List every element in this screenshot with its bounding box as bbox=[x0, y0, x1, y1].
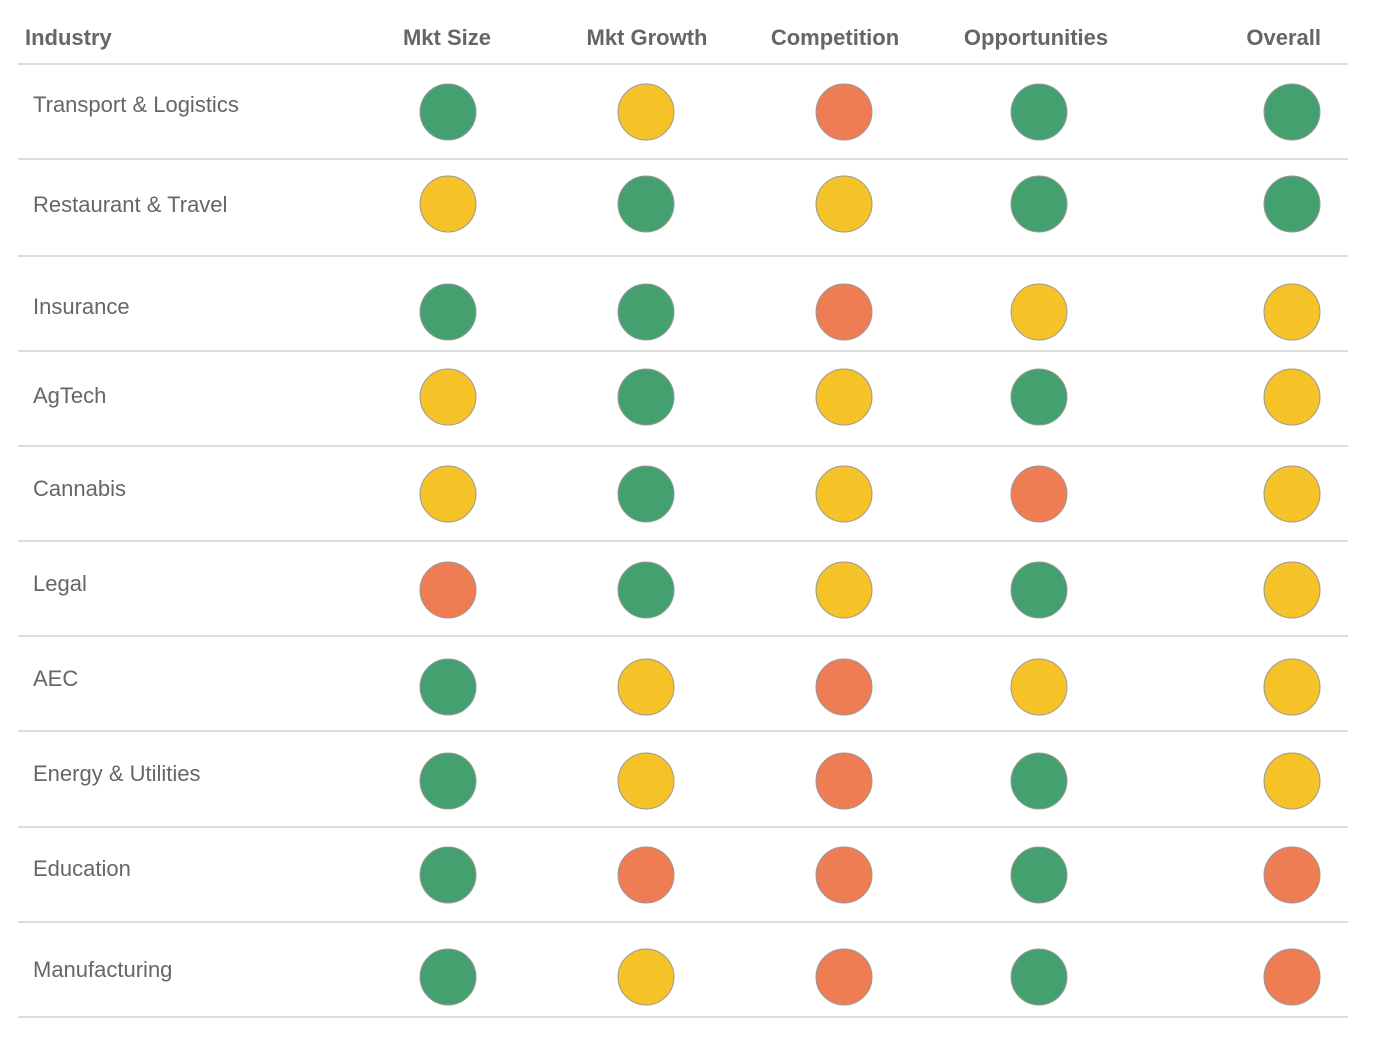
rating-dot bbox=[815, 658, 873, 716]
rating-dot bbox=[1010, 561, 1068, 619]
column-header: Mkt Growth bbox=[587, 25, 708, 50]
rating-dot bbox=[1010, 846, 1068, 904]
rating-dot bbox=[1263, 752, 1321, 810]
industry-label: AEC bbox=[33, 666, 78, 691]
rating-dot bbox=[1010, 283, 1068, 341]
rating-dot bbox=[1010, 465, 1068, 523]
rating-dot bbox=[1263, 175, 1321, 233]
rating-dot bbox=[815, 368, 873, 426]
rating-dot bbox=[617, 658, 675, 716]
rating-dot bbox=[1010, 752, 1068, 810]
rating-dot bbox=[617, 561, 675, 619]
rating-dot bbox=[1263, 846, 1321, 904]
rating-dot bbox=[617, 368, 675, 426]
rating-dot bbox=[1263, 465, 1321, 523]
rating-dot bbox=[1263, 561, 1321, 619]
rating-dot bbox=[815, 283, 873, 341]
industry-label: Energy & Utilities bbox=[33, 761, 201, 786]
industry-label: Insurance bbox=[33, 294, 130, 319]
rating-dot bbox=[1010, 948, 1068, 1006]
industry-label: Transport & Logistics bbox=[33, 92, 239, 117]
rating-dot bbox=[419, 561, 477, 619]
rating-dot bbox=[815, 561, 873, 619]
rating-dot bbox=[419, 83, 477, 141]
column-header: Overall bbox=[1246, 25, 1321, 50]
rating-dot bbox=[1263, 658, 1321, 716]
rating-dot bbox=[1263, 368, 1321, 426]
column-header: Mkt Size bbox=[403, 25, 491, 50]
rating-dot bbox=[419, 465, 477, 523]
rating-dot bbox=[419, 658, 477, 716]
rating-dot bbox=[419, 283, 477, 341]
rating-dot bbox=[1010, 658, 1068, 716]
industry-label: Education bbox=[33, 856, 131, 881]
rating-dot bbox=[1263, 283, 1321, 341]
rating-dot bbox=[419, 846, 477, 904]
rating-dot bbox=[617, 175, 675, 233]
rating-dot bbox=[617, 846, 675, 904]
rating-dot bbox=[419, 948, 477, 1006]
rating-dot bbox=[617, 465, 675, 523]
rating-dot bbox=[419, 368, 477, 426]
rating-dot bbox=[617, 83, 675, 141]
rating-dot bbox=[1263, 83, 1321, 141]
rating-dot bbox=[1010, 83, 1068, 141]
rating-dot bbox=[815, 846, 873, 904]
rating-dot bbox=[419, 752, 477, 810]
rating-dot bbox=[815, 752, 873, 810]
industry-label: Restaurant & Travel bbox=[33, 192, 227, 217]
rating-dot bbox=[1010, 175, 1068, 233]
rating-dot bbox=[617, 948, 675, 1006]
rating-dot bbox=[815, 948, 873, 1006]
industry-label: AgTech bbox=[33, 383, 106, 408]
rating-dot bbox=[1263, 948, 1321, 1006]
column-header: Competition bbox=[771, 25, 899, 50]
industry-label: Legal bbox=[33, 571, 87, 596]
industry-label: Manufacturing bbox=[33, 957, 172, 982]
rating-dot bbox=[419, 175, 477, 233]
industry-label: Cannabis bbox=[33, 476, 126, 501]
column-header: Opportunities bbox=[964, 25, 1108, 50]
rating-dot bbox=[617, 283, 675, 341]
rating-dot bbox=[1010, 368, 1068, 426]
rating-dot bbox=[815, 465, 873, 523]
rating-dot bbox=[617, 752, 675, 810]
rating-dot bbox=[815, 83, 873, 141]
rating-dot bbox=[815, 175, 873, 233]
column-header: Industry bbox=[25, 25, 113, 50]
